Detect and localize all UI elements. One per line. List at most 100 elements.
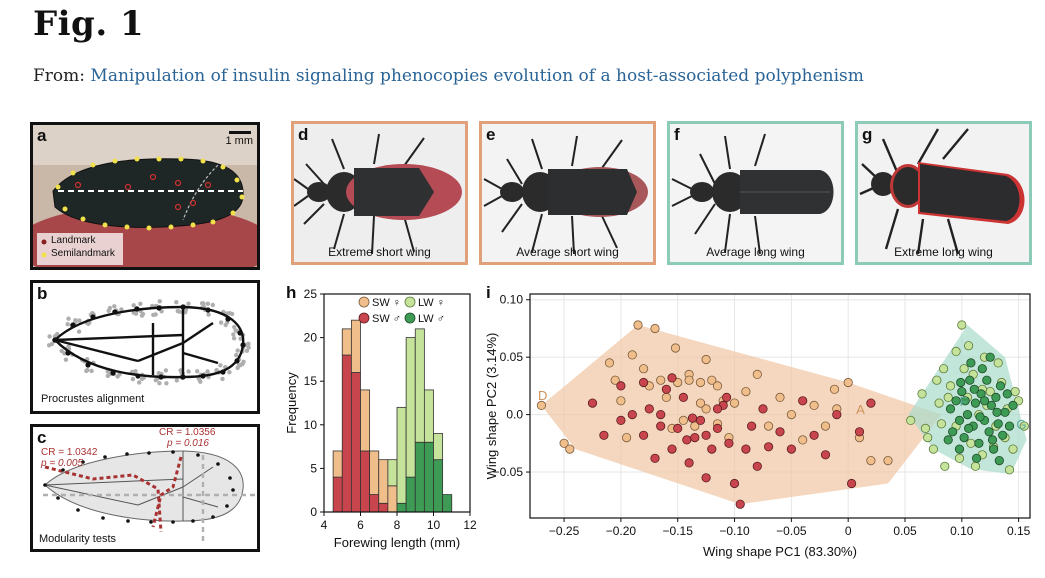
scatter-point <box>832 410 842 420</box>
scatter-point <box>661 384 671 394</box>
x-tick-label: −0.15 <box>663 524 694 538</box>
procrustes-point <box>62 351 67 356</box>
panel-g-caption: Extreme long wing <box>894 245 993 259</box>
pca-annotation: G <box>1016 417 1026 432</box>
scatter-point <box>954 453 965 463</box>
scatter-point <box>798 435 808 445</box>
procrustes-point <box>186 369 191 374</box>
pca-annotation: A <box>856 402 865 417</box>
procrustes-point <box>235 348 240 353</box>
scatter-point <box>650 453 660 463</box>
legend-landmark: Landmark <box>51 235 96 246</box>
histogram-bar <box>341 328 352 356</box>
panel-d-caption: Extreme short wing <box>328 245 431 259</box>
scatter-point <box>604 358 615 368</box>
mean-landmark <box>134 306 140 312</box>
procrustes-point <box>140 311 146 317</box>
bug-photo-average-short <box>482 124 653 262</box>
scatter-point <box>687 413 698 423</box>
scatter-point <box>639 364 649 374</box>
x-tick-label: 8 <box>394 518 401 532</box>
scatter-point <box>616 396 626 406</box>
legend-marker <box>358 312 370 324</box>
scatter-point <box>1008 400 1018 411</box>
y-tick-label: 0 <box>310 505 317 519</box>
mean-landmark <box>90 314 96 320</box>
bug-photo-extreme-short <box>294 124 465 262</box>
article-link[interactable]: Manipulation of insulin signaling phenoc… <box>90 66 864 86</box>
scatter-point <box>639 377 649 388</box>
scatter-point <box>943 392 953 403</box>
scatter-point <box>763 421 774 431</box>
procrustes-point <box>214 368 219 373</box>
scatter-point <box>644 404 654 414</box>
scatter-point <box>670 343 681 353</box>
procrustes-point <box>66 316 71 321</box>
scatter-point <box>661 392 671 403</box>
scatter-point <box>633 320 643 330</box>
y-tick-label: 10 <box>304 418 318 432</box>
scatter-point <box>982 375 992 385</box>
procrustes-point <box>220 376 225 382</box>
scatter-point <box>667 373 677 383</box>
scatter-point <box>684 458 694 468</box>
panel-h-label: h <box>286 283 296 302</box>
mean-landmark <box>65 350 71 356</box>
procrustes-point <box>115 374 120 379</box>
scatter-point <box>866 398 876 408</box>
scatter-point <box>995 381 1006 391</box>
modularity-landmark <box>125 452 129 456</box>
scatter-point <box>883 456 893 466</box>
procrustes-point <box>198 379 203 384</box>
histogram-bar <box>396 406 407 504</box>
y-tick-label: 20 <box>304 331 318 345</box>
modularity-landmark <box>196 453 200 457</box>
modularity-landmark <box>211 515 215 519</box>
scatter-point <box>936 419 946 429</box>
scatter-point <box>695 415 706 425</box>
scatter-point <box>979 396 990 406</box>
scatter-point <box>667 444 677 454</box>
procrustes-point <box>138 301 143 306</box>
scatter-point <box>684 375 694 385</box>
scatter-point <box>906 415 916 425</box>
procrustes-point <box>137 380 142 385</box>
scatter-point <box>988 444 999 454</box>
modularity-landmark <box>81 460 85 464</box>
procrustes-point <box>156 371 161 376</box>
scatter-point <box>656 375 666 385</box>
scatter-point <box>786 444 796 454</box>
scatter-point <box>920 423 931 433</box>
scatter-point <box>599 430 609 440</box>
x-axis-label: Wing shape PC1 (83.30%) <box>703 544 857 559</box>
procrustes-diagram <box>46 299 251 386</box>
procrustes-point <box>227 370 232 375</box>
procrustes-point <box>65 322 70 327</box>
procrustes-point <box>112 304 117 309</box>
panel-b-caption: Procrustes alignment <box>41 393 145 405</box>
procrustes-point <box>206 312 211 317</box>
scatter-point <box>934 398 944 408</box>
procrustes-point <box>246 341 251 346</box>
scatter-point <box>682 435 692 445</box>
mean-landmark <box>156 305 162 311</box>
x-tick-label: 0.15 <box>1007 524 1031 538</box>
scatter-point <box>712 381 723 391</box>
x-tick-label: −0.25 <box>549 524 580 538</box>
x-tick-label: −0.10 <box>719 524 750 538</box>
scatter-point <box>940 461 950 471</box>
scatter-point <box>948 427 958 437</box>
scatter-point <box>616 415 626 425</box>
scatter-point <box>998 430 1008 440</box>
mean-landmark <box>135 373 141 379</box>
histogram-bar <box>423 441 434 513</box>
histogram-bar <box>369 494 380 513</box>
legend-marker <box>358 296 370 308</box>
scatter-point <box>712 423 723 433</box>
scatter-point <box>752 461 762 471</box>
histogram-bar <box>332 476 343 513</box>
scatter-point <box>656 410 666 420</box>
y-axis-label: Frequency <box>284 372 299 434</box>
scatter-frame <box>529 293 1031 519</box>
scatter-point <box>843 377 853 388</box>
